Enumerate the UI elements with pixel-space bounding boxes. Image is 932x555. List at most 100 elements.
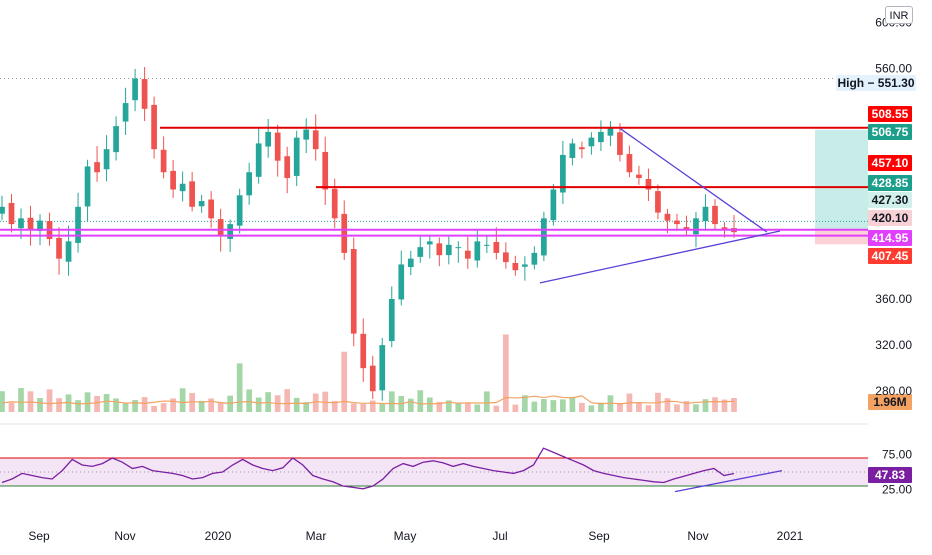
candle-body: [37, 220, 43, 232]
volume-last-label: 1.96M: [873, 395, 906, 409]
volume-bar: [132, 400, 138, 412]
rsi-line: [1, 447, 735, 490]
volume-bar: [436, 401, 443, 412]
candle-body: [607, 128, 614, 136]
candle-body: [350, 249, 357, 334]
candle-body: [617, 132, 623, 155]
candle-body: [388, 299, 395, 342]
candle-body: [483, 244, 490, 246]
candle-body: [474, 241, 481, 261]
volume-bar: [94, 395, 100, 412]
volume-bar: [455, 402, 462, 412]
volume-bar: [550, 400, 557, 412]
volume-bar: [502, 334, 509, 412]
volume-bar: [474, 404, 481, 412]
candle-body: [426, 241, 433, 245]
volume-bar: [512, 404, 519, 412]
resistance-2-badge: [868, 155, 912, 171]
volume-bar: [645, 405, 652, 412]
last-price-label: 427.30: [872, 193, 909, 207]
candle-body: [502, 252, 509, 263]
resistance-1-label: 508.55: [872, 107, 909, 121]
volume-bar: [141, 397, 148, 412]
target-badge: [868, 124, 912, 140]
volume-bar: [255, 397, 262, 412]
rsi-trendline: [674, 469, 783, 493]
x-tick-label: Jul: [492, 529, 507, 543]
candle-body: [550, 189, 557, 221]
volume-ma-line: [1, 395, 735, 405]
candle-body: [27, 217, 34, 230]
y-tick-label: 320.00: [875, 338, 912, 352]
candle-body: [122, 103, 129, 122]
volume-bar: [293, 397, 300, 412]
volume-bar: [445, 400, 452, 412]
volume-bar: [636, 402, 642, 412]
candle-body: [674, 220, 680, 225]
candle-body: [284, 156, 291, 178]
x-tick-label: Sep: [28, 529, 50, 543]
candle-body: [664, 213, 671, 221]
level-420-label: 420.10: [872, 211, 909, 225]
volume-bar: [341, 351, 348, 412]
candle-body: [56, 237, 62, 259]
last-price-badge: [868, 192, 912, 208]
candle-body: [702, 206, 709, 222]
volume-bar: [46, 389, 53, 412]
x-tick-label: 2021: [777, 529, 804, 543]
candle-body: [84, 166, 91, 207]
volume-bar: [731, 398, 737, 412]
candle-body: [369, 365, 376, 392]
level-420-badge: [868, 210, 912, 226]
volume-bar: [236, 363, 243, 412]
candle-body: [636, 174, 642, 178]
candle-body: [322, 151, 329, 190]
candle-body: [436, 243, 443, 256]
target-zone: [815, 129, 868, 230]
volume-bar: [179, 388, 186, 412]
candle-body: [398, 264, 405, 300]
high-label: High − 551.30: [837, 76, 914, 90]
candle-body: [246, 172, 253, 196]
volume-bar: [160, 403, 167, 412]
volume-bar: [18, 388, 24, 412]
stop-badge: [868, 248, 912, 264]
candle-body: [151, 104, 157, 150]
x-tick-label: May: [394, 529, 417, 543]
candle-body: [160, 149, 167, 173]
resistance-2-label: 457.10: [872, 156, 909, 170]
candle-body: [75, 206, 81, 243]
candle-body: [8, 202, 15, 225]
candle-body: [274, 132, 281, 161]
volume-bar: [560, 399, 566, 412]
volume-bar: [674, 404, 680, 412]
level-428-label: 428.85: [872, 176, 909, 190]
volume-bar: [417, 390, 424, 412]
currency-badge[interactable]: INR: [885, 6, 913, 24]
candle-body: [236, 195, 243, 226]
candle-body: [0, 206, 5, 214]
volume-bar: [0, 391, 5, 412]
volume-bar: [151, 405, 157, 412]
candle-body: [598, 131, 604, 143]
candle-body: [464, 250, 471, 259]
volume-bar: [208, 398, 214, 412]
candle-body: [208, 199, 214, 219]
volume-bar: [693, 404, 699, 412]
y-tick-label: 280.00: [875, 384, 912, 398]
candle-body: [293, 137, 300, 176]
volume-bar: [312, 393, 319, 412]
volume-bar: [331, 400, 338, 412]
volume-bar: [8, 402, 15, 412]
x-tick-label: Nov: [687, 529, 708, 543]
support-label: 414.95: [872, 231, 909, 245]
volume-bar: [598, 402, 604, 412]
volume-bar: [246, 389, 253, 412]
volume-bar: [388, 391, 395, 412]
x-tick-label: 2020: [205, 529, 232, 543]
candle-body: [255, 143, 262, 177]
volume-bar: [588, 405, 595, 412]
volume-bar: [493, 405, 500, 412]
